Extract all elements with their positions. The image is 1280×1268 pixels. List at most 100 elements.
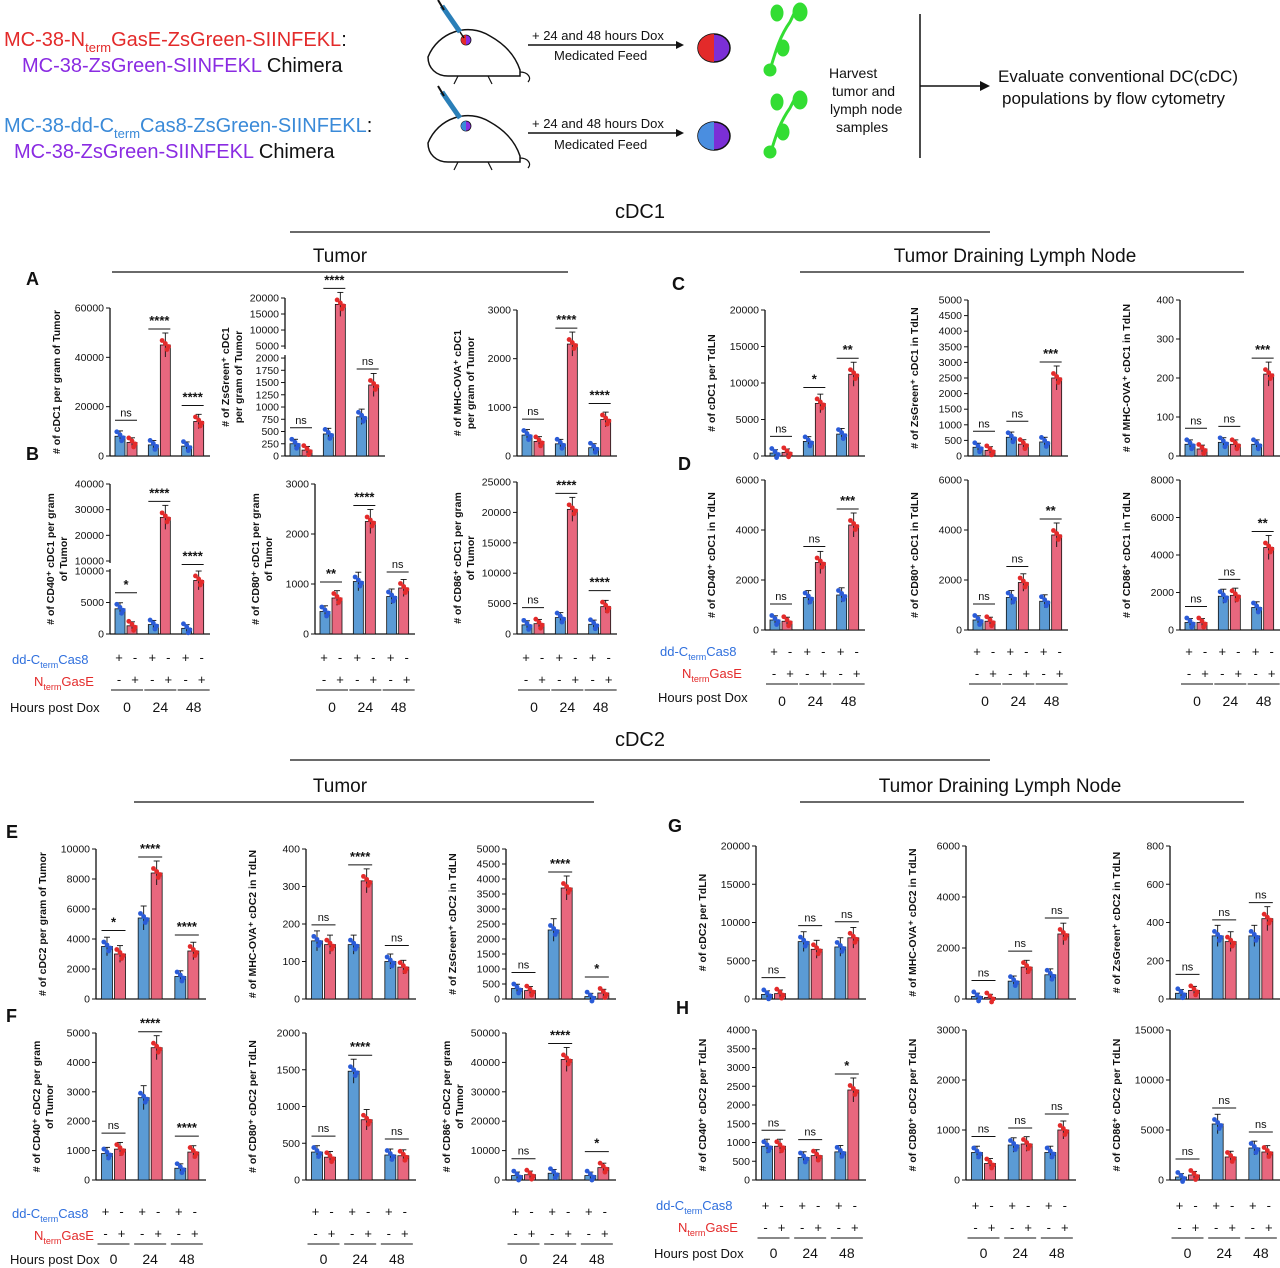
data-point: [174, 969, 180, 975]
data-point: [1005, 430, 1011, 436]
y-tick-label: 20000: [250, 293, 279, 305]
data-point: [119, 438, 124, 444]
data-point: [1025, 969, 1031, 975]
data-point: [1049, 1154, 1055, 1160]
data-point: [126, 618, 132, 624]
y-axis-label: # of CD40⁺ cDC2 per gram: [31, 1041, 43, 1173]
data-point: [1022, 446, 1028, 452]
y-tick-label: 4000: [727, 1025, 751, 1037]
sig-label: ****: [177, 1120, 198, 1135]
y-axis-label: # of CD86⁺ cDC1 in TdLN: [1121, 492, 1133, 618]
data-point: [1047, 1148, 1053, 1154]
y-tick-label: 0: [954, 1175, 960, 1187]
y-tick-label: 5000: [939, 295, 963, 307]
data-point: [1047, 970, 1053, 976]
y-tick-label: 4000: [939, 525, 963, 537]
y-tick-label: 1000: [937, 1125, 961, 1137]
sig-label: ****: [350, 849, 371, 864]
legend-time: 0: [530, 699, 538, 715]
data-point: [839, 1153, 845, 1159]
sig-label: ****: [140, 1016, 161, 1031]
sig-label: ns: [1014, 1115, 1026, 1127]
legend-time: 0: [770, 1245, 778, 1261]
y-tick-label: 1000: [939, 419, 963, 431]
legend-plus: +: [820, 666, 828, 681]
chart-D1: 0 2000 4000 6000 # of CD40⁺ cDC1 in TdLN ns ns…: [706, 475, 865, 637]
data-point: [337, 300, 343, 306]
bar-cas8: [137, 917, 150, 1000]
data-point: [316, 942, 321, 948]
data-point: [162, 341, 168, 346]
y-axis-label: # of MHC-OVA⁺ cDC2 in TdLN: [907, 848, 919, 996]
data-point: [138, 1090, 143, 1096]
y-tick-label: 500: [261, 426, 279, 438]
data-point: [398, 581, 403, 586]
sig-label: ****: [183, 389, 204, 404]
data-point: [529, 1176, 534, 1182]
y-tick-label: 3000: [477, 904, 501, 916]
data-point: [766, 996, 771, 1002]
data-point: [1266, 543, 1272, 549]
data-point: [401, 584, 407, 589]
legend-minus: -: [117, 672, 121, 687]
data-point: [1225, 1150, 1230, 1155]
data-point: [772, 449, 778, 454]
data-point: [552, 1175, 558, 1181]
data-point: [972, 613, 978, 618]
data-point: [989, 452, 994, 458]
y-axis-label: # of MHC-OVA⁺ cDC2 in TdLN: [247, 850, 259, 998]
data-point: [1022, 584, 1028, 590]
y-tick-label: 1000: [67, 1145, 91, 1157]
legend-minus: -: [1057, 644, 1061, 659]
y-tick-label: 5000: [477, 844, 501, 856]
data-point: [304, 446, 310, 452]
data-point: [514, 1171, 520, 1177]
legend-plus: +: [182, 650, 190, 665]
legend-plus: +: [605, 672, 613, 687]
legend-cas8: dd-CtermCas8: [660, 644, 737, 662]
data-point: [852, 527, 858, 532]
data-point: [190, 947, 196, 952]
data-point: [402, 969, 408, 975]
legend-plus: +: [385, 1204, 393, 1219]
data-point: [114, 601, 120, 607]
legend-time: 0: [123, 699, 131, 715]
legend-minus: -: [821, 644, 825, 659]
legend-plus: +: [320, 650, 328, 665]
sig-label: ns: [518, 1146, 530, 1158]
data-point: [850, 1086, 856, 1091]
legend-minus: -: [1253, 666, 1257, 681]
legend-plus: +: [1249, 1198, 1257, 1213]
data-point: [987, 617, 993, 623]
data-point: [192, 953, 198, 958]
data-point: [192, 1154, 198, 1159]
legend-minus: -: [805, 666, 809, 681]
data-point: [571, 511, 577, 517]
y-tick-label: 4000: [1151, 550, 1175, 562]
data-point: [117, 1145, 123, 1151]
y-axis-label: # of cDC2 per TdLN: [697, 874, 709, 971]
legend-plus: +: [512, 1204, 520, 1219]
data-point: [1062, 1132, 1068, 1137]
data-point: [521, 428, 527, 433]
legend-time: 48: [391, 699, 407, 715]
data-point: [1266, 1154, 1272, 1159]
data-point: [184, 624, 190, 630]
chart-B2: 0 1000 2000 3000 # of CD80⁺ cDC1 per gram of …: [250, 479, 415, 641]
data-point: [1012, 983, 1018, 989]
legend-plus: +: [972, 1198, 980, 1213]
y-tick-label: 2000: [939, 575, 963, 587]
data-point: [536, 619, 542, 625]
sig-label: ***: [840, 493, 856, 508]
data-point: [571, 346, 577, 351]
data-point: [179, 1170, 185, 1176]
y-tick-label: 5000: [727, 955, 751, 967]
sig-label: ****: [556, 312, 577, 327]
data-point: [1251, 931, 1257, 937]
data-point: [764, 1142, 770, 1148]
data-point: [1212, 1117, 1217, 1122]
sig-label: ****: [140, 841, 161, 856]
lymph-node-icon: [763, 90, 808, 159]
data-point: [1220, 592, 1226, 598]
